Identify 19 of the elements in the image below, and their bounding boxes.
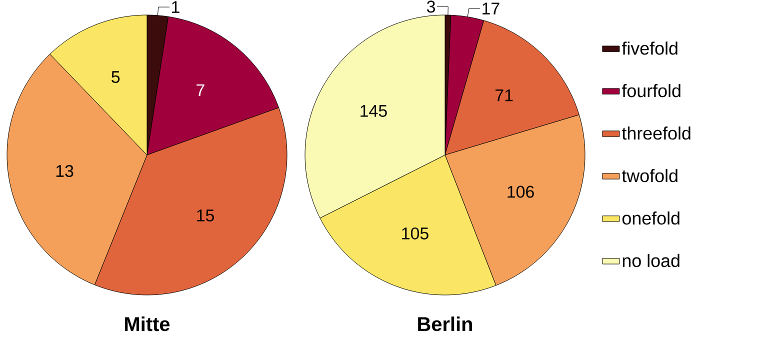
legend-label: twofold — [622, 168, 678, 182]
legend-label: no load — [622, 254, 680, 268]
data-label: 13 — [56, 164, 74, 177]
data-label: 5 — [112, 71, 120, 84]
legend-label: onefold — [622, 211, 680, 225]
data-label: 71 — [496, 89, 513, 102]
data-label: 145 — [360, 105, 387, 117]
legend-label: fivefold — [622, 42, 678, 55]
data-label: 105 — [402, 227, 428, 240]
data-label: 17 — [482, 2, 500, 14]
text: Berlin — [418, 316, 472, 332]
legend-label: threefold — [622, 126, 690, 140]
data-label: 3 — [426, 0, 435, 13]
text: Mitte — [125, 316, 170, 332]
legend-label: fourfold — [622, 84, 680, 98]
data-label: 15 — [197, 210, 214, 222]
data-label: 7 — [196, 84, 204, 96]
data-label: 1 — [172, 1, 180, 13]
data-label: 106 — [508, 186, 534, 198]
